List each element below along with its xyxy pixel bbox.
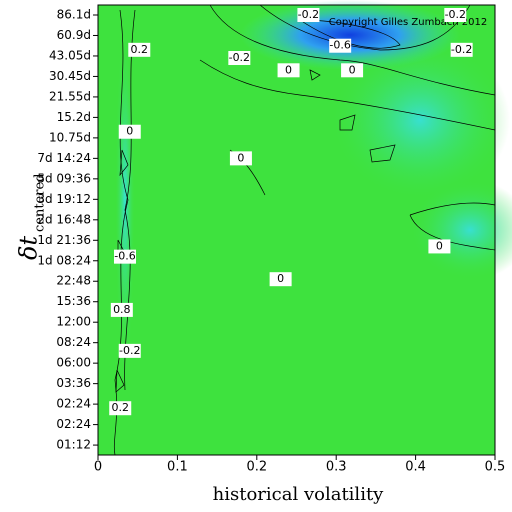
contour-label-text: 0.2 — [131, 43, 149, 56]
y-axis-label-subscript: centered — [33, 174, 48, 233]
y-axis-label: δt centered — [15, 174, 48, 261]
y-tick-label: 7d 14:24 — [37, 151, 91, 165]
contour-label-bg — [428, 239, 451, 254]
contour-label-bg — [228, 51, 251, 66]
y-tick-label: 1d 21:36 — [37, 233, 91, 247]
contour-label: -0.2 — [118, 343, 141, 358]
field-shade — [240, 0, 460, 70]
x-tick-label: 0.5 — [485, 460, 506, 475]
y-tick-label: 03:36 — [56, 376, 91, 390]
y-tick-label: 12:00 — [56, 315, 91, 329]
contour-label: -0.2 — [228, 51, 251, 66]
field-shade — [115, 20, 135, 380]
contour-label-bg — [444, 8, 467, 22]
contour-label-text: 0 — [285, 63, 292, 76]
contour-label-text: -0.2 — [119, 344, 140, 357]
y-tick-label: 5d 09:36 — [37, 171, 91, 185]
contour-label: -0.2 — [444, 8, 467, 22]
contour-label-text: -0.6 — [114, 250, 135, 263]
contour-label-bg — [118, 343, 141, 358]
contour-label-text: -0.6 — [329, 39, 350, 52]
contour-label-bg — [450, 42, 473, 57]
y-tick-label: 01:12 — [56, 438, 91, 452]
y-tick-label: 06:00 — [56, 356, 91, 370]
contour-label-text: -0.2 — [298, 8, 319, 21]
contour-label: 0 — [277, 63, 300, 78]
contour-label: -0.6 — [329, 38, 352, 53]
copyright: Copyright Gilles Zumbach 2012 — [329, 17, 488, 28]
contour-label: 0 — [229, 151, 252, 166]
x-tick-label: 0 — [94, 460, 102, 475]
contour-label-bg — [229, 151, 252, 166]
contour-label-text: 0 — [126, 125, 133, 138]
y-tick-label: 10.75d — [49, 130, 91, 144]
x-tick-label: 0.4 — [405, 460, 426, 475]
contour-label-bg — [109, 401, 132, 416]
y-tick-label: 3d 19:12 — [37, 192, 91, 206]
plot-area — [97, 0, 512, 456]
contour-label-bg — [110, 302, 133, 317]
x-tick-label: 0.1 — [167, 460, 188, 475]
y-tick-label: 02:24 — [56, 397, 91, 411]
contour-label-bg — [277, 63, 300, 78]
y-tick-label: 86.1d — [57, 8, 91, 22]
y-tick-label: 22:48 — [56, 274, 91, 288]
contour-label: 0.2 — [109, 401, 132, 416]
contour-label: -0.2 — [450, 42, 473, 57]
contour-label: 0 — [118, 124, 141, 139]
contour-label-text: 0 — [277, 272, 284, 285]
x-tick-label: 0.3 — [326, 460, 347, 475]
contour-label-text: 0.2 — [111, 401, 129, 414]
contour-label-bg — [113, 249, 136, 264]
contour-label-bg — [341, 63, 364, 78]
y-axis-label-main: δt — [15, 236, 43, 260]
y-tick-label: 08:24 — [56, 335, 91, 349]
contour-label: -0.2 — [297, 8, 320, 22]
y-tick-label: 43.05d — [49, 48, 91, 62]
contour-label: 0 — [341, 63, 364, 78]
contour-label: -0.6 — [113, 249, 136, 264]
y-tick-label: 60.9d — [57, 28, 91, 42]
y-tick-label: 15:36 — [56, 294, 91, 308]
contour-label-text: -0.2 — [445, 8, 466, 21]
x-tick-label: 0.2 — [246, 460, 267, 475]
field-shade — [410, 180, 512, 280]
contour-label: 0 — [269, 272, 292, 287]
contour-label-text: 0 — [237, 151, 244, 164]
contour-label: 0.8 — [110, 302, 133, 317]
y-tick-label: 15.2d — [57, 110, 91, 124]
contour-label: 0 — [428, 239, 451, 254]
contour-label: 0.2 — [128, 42, 151, 57]
contour-label-bg — [118, 124, 141, 139]
contour-label-bg — [269, 272, 292, 287]
contour-label-bg — [297, 8, 320, 22]
y-tick-label: 1d 08:24 — [37, 253, 91, 267]
y-tick-label: 30.45d — [49, 69, 91, 83]
contour-label-text: 0.8 — [113, 303, 131, 316]
y-tick-label: 2d 16:48 — [37, 212, 91, 226]
plot-frame — [97, 4, 496, 456]
contour-label-text: 0 — [349, 63, 356, 76]
contour-label-bg — [128, 42, 151, 57]
x-axis-label: historical volatility — [213, 484, 385, 505]
field-shade — [330, 40, 510, 200]
contour-label-text: -0.2 — [451, 43, 472, 56]
contour-label-bg — [329, 38, 352, 53]
contour-label-text: -0.2 — [229, 51, 250, 64]
y-tick-label: 02:24 — [56, 417, 91, 431]
contour-label-text: 0 — [436, 239, 443, 252]
y-tick-label: 21.55d — [49, 89, 91, 103]
